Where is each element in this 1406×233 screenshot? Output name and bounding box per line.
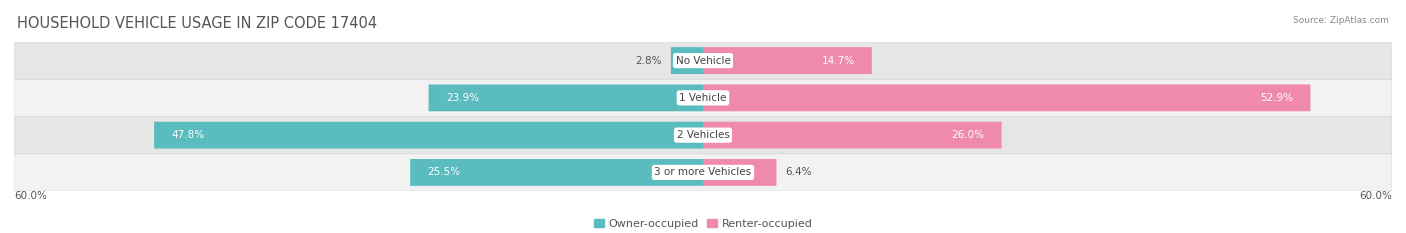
FancyBboxPatch shape <box>14 42 1392 79</box>
FancyBboxPatch shape <box>703 84 1310 111</box>
Text: 60.0%: 60.0% <box>1360 191 1392 201</box>
Text: 3 or more Vehicles: 3 or more Vehicles <box>654 168 752 177</box>
Text: 14.7%: 14.7% <box>821 56 855 65</box>
Text: 1 Vehicle: 1 Vehicle <box>679 93 727 103</box>
FancyBboxPatch shape <box>671 47 703 74</box>
FancyBboxPatch shape <box>14 116 1392 154</box>
Text: No Vehicle: No Vehicle <box>675 56 731 65</box>
Text: 25.5%: 25.5% <box>427 168 461 177</box>
FancyBboxPatch shape <box>703 159 776 186</box>
Text: 2.8%: 2.8% <box>636 56 662 65</box>
Text: 23.9%: 23.9% <box>446 93 479 103</box>
Legend: Owner-occupied, Renter-occupied: Owner-occupied, Renter-occupied <box>589 214 817 233</box>
FancyBboxPatch shape <box>14 79 1392 116</box>
Text: Source: ZipAtlas.com: Source: ZipAtlas.com <box>1294 16 1389 25</box>
Text: 26.0%: 26.0% <box>952 130 984 140</box>
FancyBboxPatch shape <box>14 154 1392 191</box>
FancyBboxPatch shape <box>155 122 703 149</box>
Text: 2 Vehicles: 2 Vehicles <box>676 130 730 140</box>
Text: 52.9%: 52.9% <box>1260 93 1294 103</box>
Text: 60.0%: 60.0% <box>14 191 46 201</box>
FancyBboxPatch shape <box>703 122 1001 149</box>
FancyBboxPatch shape <box>703 47 872 74</box>
FancyBboxPatch shape <box>429 84 703 111</box>
Text: 47.8%: 47.8% <box>172 130 204 140</box>
Text: 6.4%: 6.4% <box>786 168 813 177</box>
Text: HOUSEHOLD VEHICLE USAGE IN ZIP CODE 17404: HOUSEHOLD VEHICLE USAGE IN ZIP CODE 1740… <box>17 16 377 31</box>
FancyBboxPatch shape <box>411 159 703 186</box>
